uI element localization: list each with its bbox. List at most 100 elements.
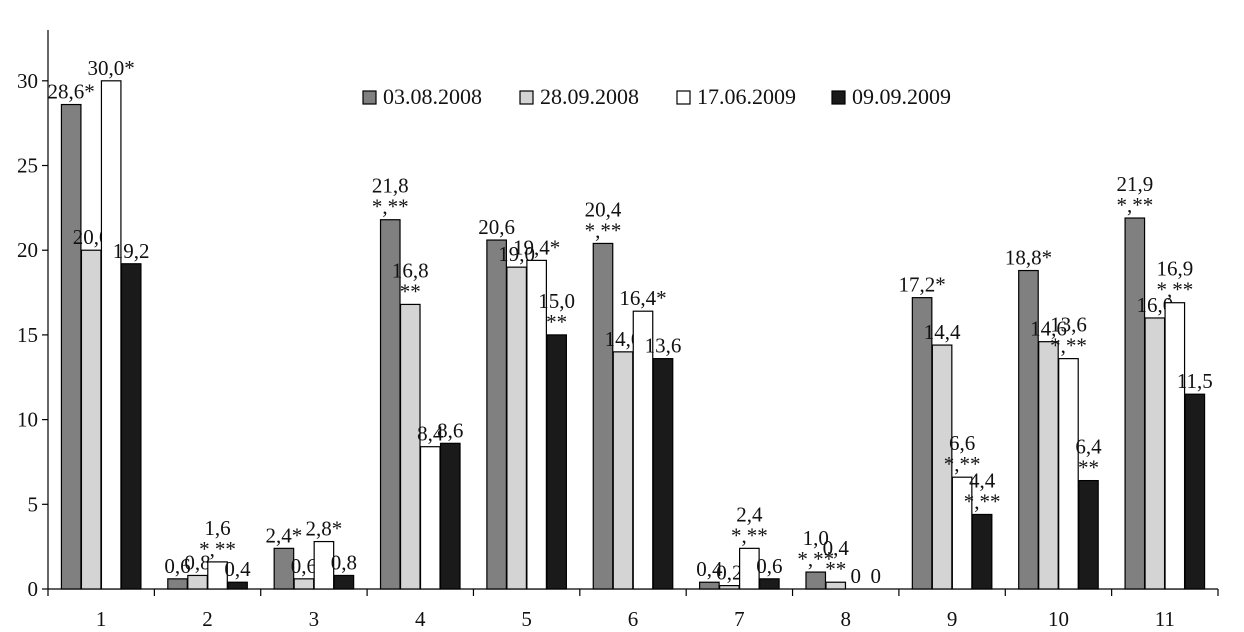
bar-03.08.2008-cat-2	[167, 578, 188, 590]
y-tick-label: 20	[17, 238, 38, 262]
bar-09.09.2009-cat-10	[1078, 479, 1099, 590]
data-label: 0,8	[184, 550, 210, 574]
bar-09.09.2009-cat-11	[1184, 393, 1206, 590]
data-label: 0,2	[716, 561, 742, 585]
data-label: 0,4	[696, 557, 723, 581]
bar-17.06.2009-cat-1	[100, 80, 122, 590]
bar-17.06.2009-cat-7	[739, 547, 760, 590]
data-label: 0,4	[823, 536, 850, 560]
bar-17.06.2009-cat-10	[1058, 358, 1079, 590]
data-label: 11,5	[1177, 369, 1213, 393]
y-tick-label: 5	[28, 492, 39, 516]
data-label: 4,4	[969, 468, 996, 492]
legend-label: 28.09.2008	[540, 84, 639, 109]
data-label: *,**	[1050, 334, 1087, 358]
data-label: 2,4	[736, 502, 763, 526]
bar-17.06.2009-cat-3	[313, 540, 335, 590]
bar-09.09.2009-cat-9	[971, 513, 993, 590]
data-label: 16,4*	[619, 286, 666, 310]
data-label: 0,8	[331, 550, 357, 574]
bar-09.09.2009-cat-1	[120, 263, 142, 590]
data-label: *,**	[731, 523, 768, 547]
x-tick-label: 3	[309, 607, 320, 631]
data-label: *,**	[372, 195, 409, 219]
bar-28.09.2008-cat-1	[80, 249, 102, 590]
y-tick-label: 15	[17, 323, 38, 347]
data-label: 19,4*	[513, 235, 560, 259]
bar-09.09.2009-cat-2	[227, 581, 248, 590]
bar-17.06.2009-cat-11	[1164, 302, 1186, 590]
legend-label: 17.06.2009	[697, 84, 796, 109]
data-label: 21,8	[372, 174, 409, 198]
legend-swatch	[362, 90, 377, 105]
data-label: 17,2*	[898, 273, 945, 297]
x-tick-label: 5	[521, 607, 532, 631]
data-label: 2,4*	[266, 523, 303, 547]
x-tick-label: 1	[96, 607, 107, 631]
bar-03.08.2008-cat-1	[60, 103, 82, 590]
data-label: 0,6	[291, 554, 317, 578]
data-label: **	[400, 279, 421, 303]
data-label: **	[546, 310, 567, 334]
data-label: 0,4	[224, 557, 251, 581]
legend-swatch	[831, 90, 846, 105]
legend-label: 09.09.2009	[852, 84, 951, 109]
data-label: 16,9	[1156, 257, 1193, 281]
bar-09.09.2009-cat-4	[439, 442, 461, 590]
x-tick-label: 7	[734, 607, 745, 631]
x-tick-label: 4	[415, 607, 426, 631]
bar-03.08.2008-cat-5	[486, 239, 507, 590]
bar-28.09.2008-cat-10	[1038, 341, 1059, 590]
bar-28.09.2008-cat-9	[931, 344, 953, 590]
bar-09.09.2009-cat-6	[652, 358, 674, 590]
data-label: *,**	[797, 547, 834, 571]
data-label: 13,6	[645, 334, 682, 358]
data-label: 8,4	[417, 422, 444, 446]
data-label: 14,4	[924, 320, 961, 344]
bar-28.09.2008-cat-11	[1144, 317, 1166, 590]
x-tick-label: 11	[1155, 607, 1175, 631]
data-label: *,**	[1116, 193, 1153, 217]
data-label: 1,6	[204, 516, 230, 540]
data-label: 20,4	[585, 197, 622, 221]
data-label: *,**	[585, 218, 622, 242]
data-label: *,**	[944, 452, 981, 476]
x-tick-label: 8	[840, 607, 851, 631]
data-label: 28,6*	[48, 80, 95, 104]
data-label: 6,4	[1075, 435, 1102, 459]
data-label: 15,0	[538, 289, 575, 313]
bar-28.09.2008-cat-5	[506, 266, 527, 590]
data-label: 16,8	[392, 258, 429, 282]
bar-28.09.2008-cat-6	[612, 351, 634, 590]
data-label: 0	[850, 564, 861, 588]
data-label: 2,8*	[306, 517, 343, 541]
legend-swatch	[519, 90, 534, 105]
data-label: 8,6	[437, 418, 463, 442]
data-label: *,**	[1156, 278, 1193, 302]
bar-17.06.2009-cat-2	[207, 561, 228, 590]
data-label: 6,6	[949, 431, 975, 455]
bar-03.08.2008-cat-3	[273, 547, 295, 590]
bar-09.09.2009-cat-5	[546, 334, 567, 590]
data-label: 0,6	[164, 554, 190, 578]
data-label: 30,0*	[88, 56, 135, 80]
bar-28.09.2008-cat-3	[293, 578, 315, 590]
data-label: 21,9	[1116, 172, 1153, 196]
bar-28.09.2008-cat-2	[187, 574, 208, 590]
data-label: *,**	[964, 489, 1001, 513]
bar-28.09.2008-cat-7	[719, 585, 740, 590]
data-label: 1,0	[803, 526, 829, 550]
bar-03.08.2008-cat-8	[805, 571, 827, 590]
bar-28.09.2008-cat-4	[399, 303, 421, 590]
data-label: 14,6	[1030, 317, 1067, 341]
bar-09.09.2009-cat-7	[759, 578, 780, 590]
legend-swatch	[676, 90, 691, 105]
bar-03.08.2008-cat-11	[1124, 217, 1146, 590]
y-tick-label: 30	[17, 69, 38, 93]
x-tick-label: 2	[202, 607, 213, 631]
legend-label: 03.08.2008	[383, 84, 482, 109]
x-tick-label: 9	[947, 607, 958, 631]
data-label: 20,6	[478, 215, 515, 239]
